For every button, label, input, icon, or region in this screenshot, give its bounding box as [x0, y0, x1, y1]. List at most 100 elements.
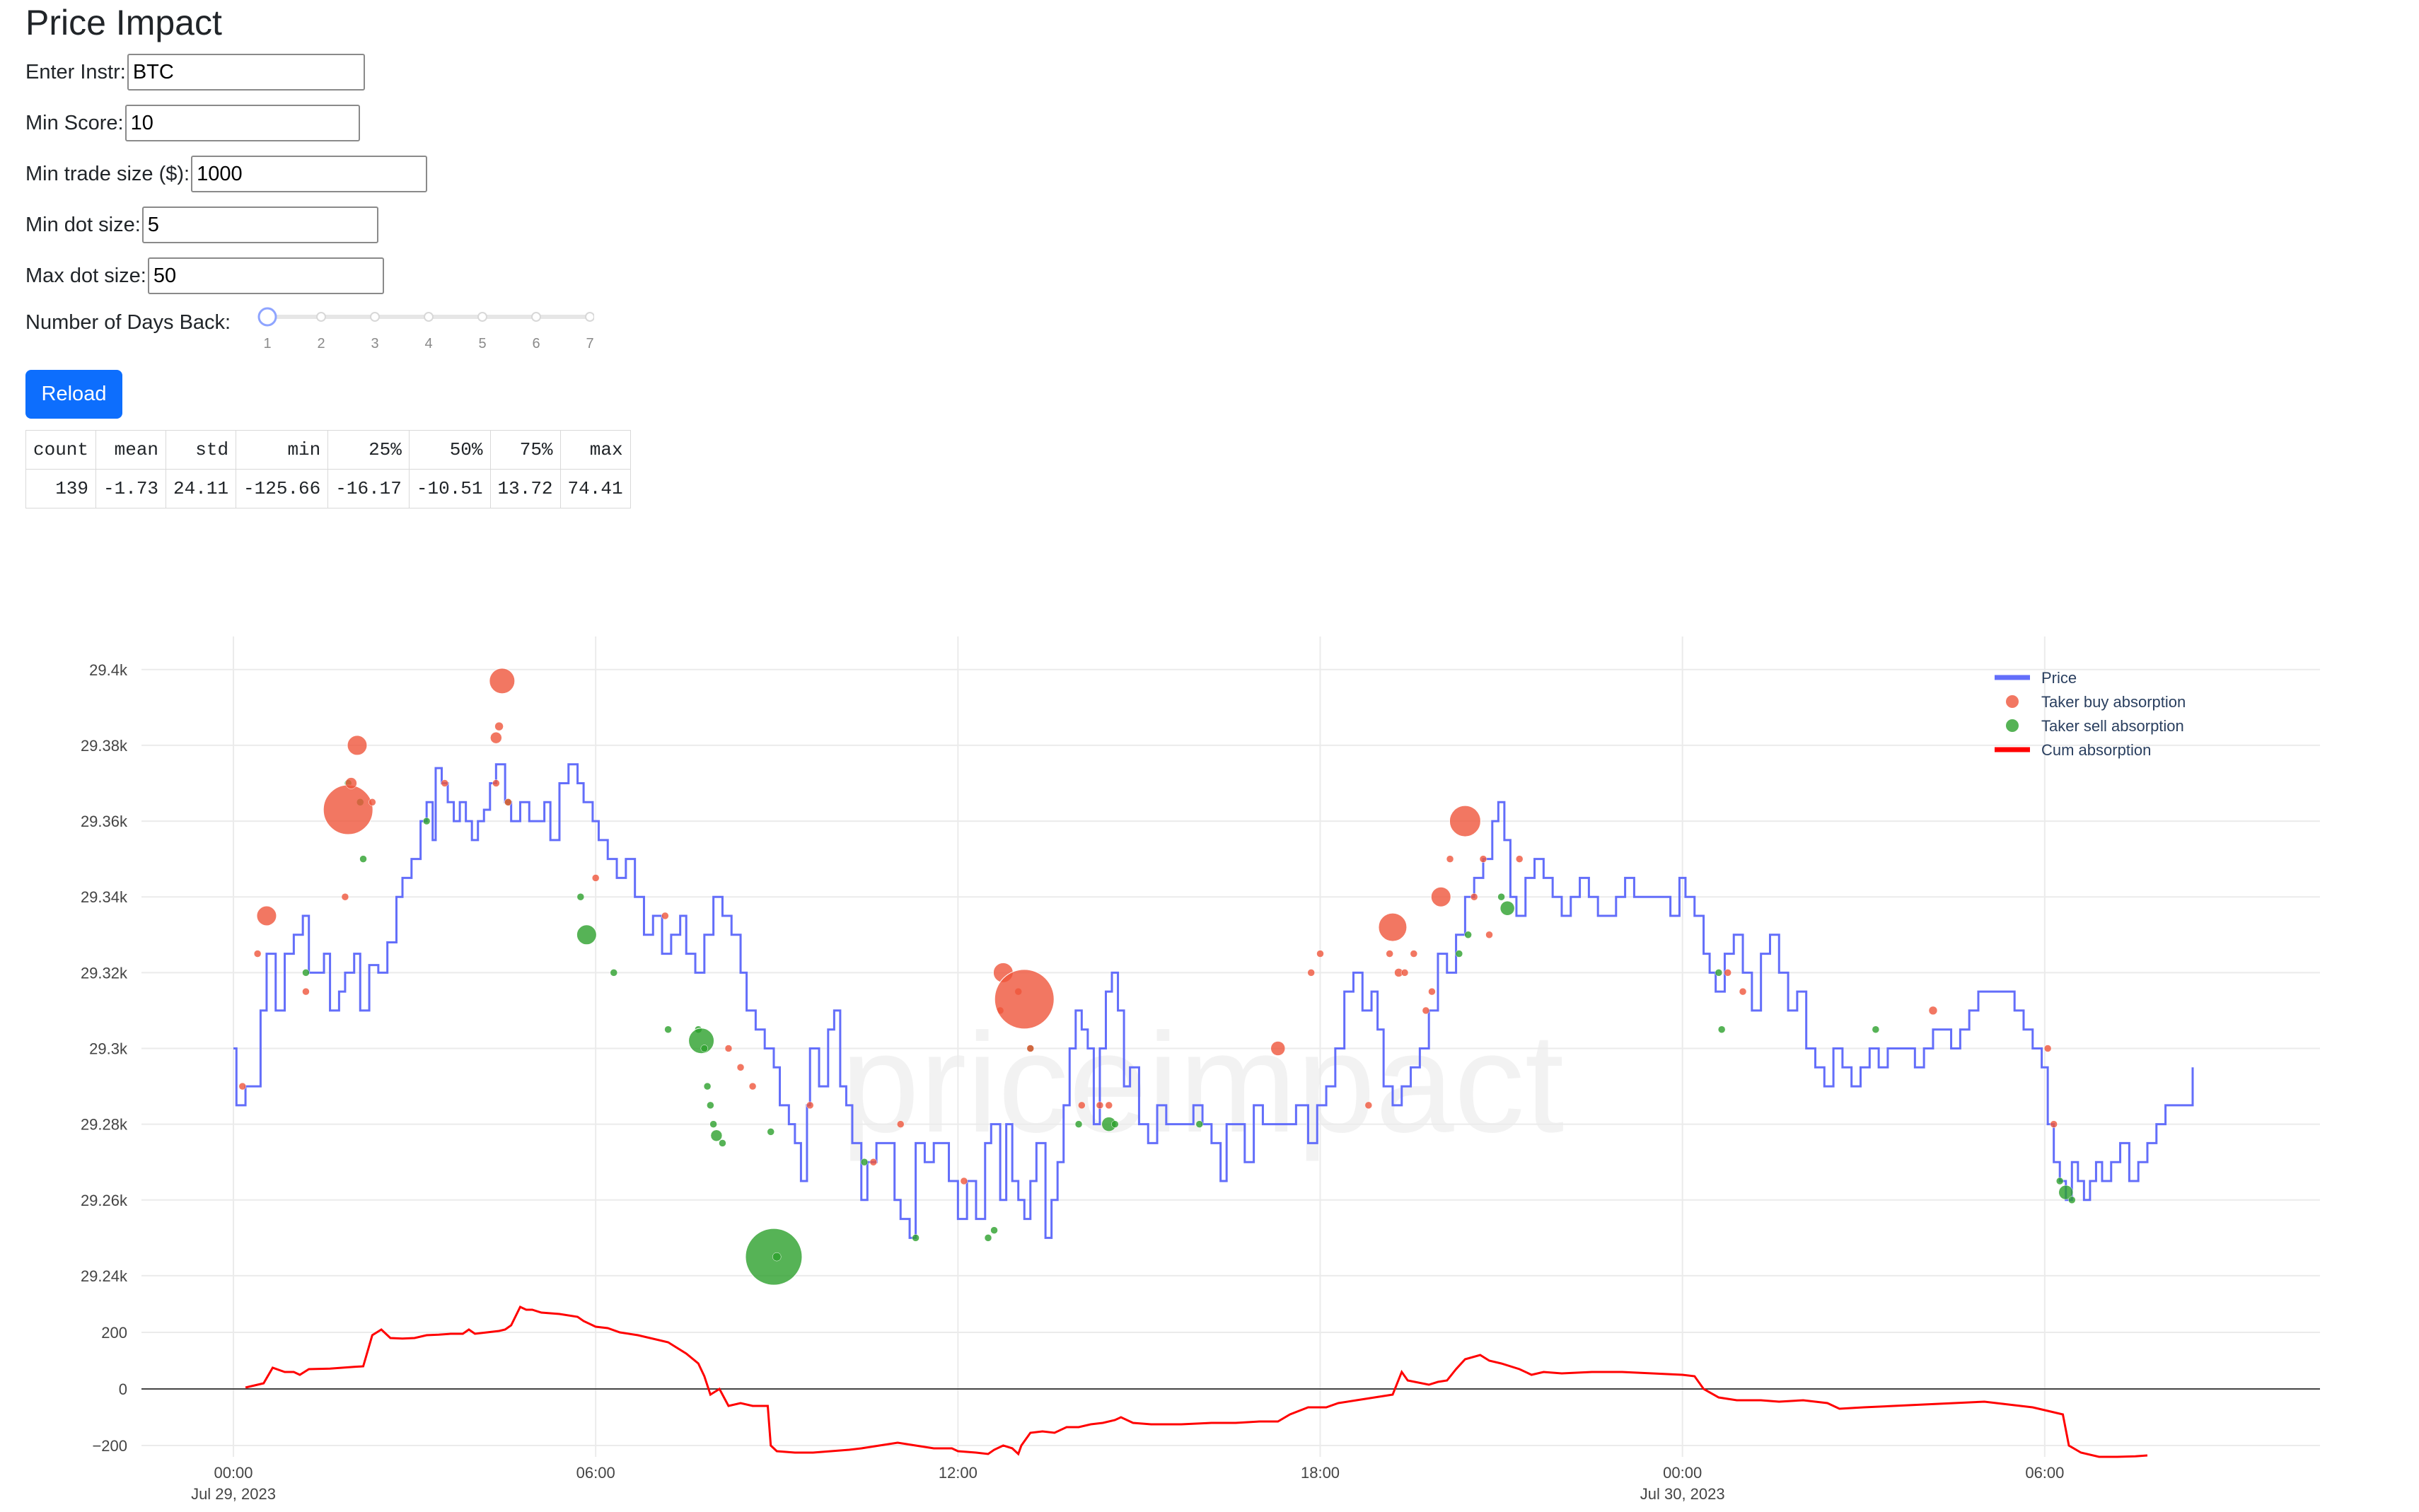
sell-absorption-marker[interactable] — [576, 892, 585, 901]
sell-absorption-marker[interactable] — [1455, 950, 1463, 958]
sell-absorption-marker[interactable] — [710, 1129, 723, 1141]
sell-absorption-marker[interactable] — [1717, 1025, 1726, 1033]
sell-absorption-marker[interactable] — [984, 1234, 992, 1242]
cum-absorption-line[interactable] — [245, 1305, 2148, 1458]
sell-absorption-marker[interactable] — [422, 817, 431, 825]
price-impact-chart[interactable]: priceimpact 00:00 Jul 29, 2023 06:00 12:00 18… — [0, 622, 2419, 1512]
sell-absorption-marker[interactable] — [1497, 892, 1505, 901]
days-back-slider[interactable]: 1 2 3 4 5 6 7 — [255, 304, 594, 354]
buy-absorption-marker[interactable] — [1078, 1101, 1086, 1110]
buy-absorption-marker[interactable] — [347, 735, 368, 756]
buy-absorption-marker[interactable] — [748, 1082, 757, 1091]
reload-button[interactable]: Reload — [25, 370, 122, 419]
price-line[interactable] — [233, 763, 2194, 1239]
buy-absorption-marker[interactable] — [960, 1177, 968, 1185]
buy-absorption-marker[interactable] — [341, 892, 349, 901]
sell-absorption-marker[interactable] — [703, 1082, 712, 1091]
buy-absorption-marker[interactable] — [504, 798, 512, 806]
buy-absorption-marker[interactable] — [1400, 969, 1409, 977]
buy-absorption-marker[interactable] — [1739, 987, 1747, 996]
sell-absorption-marker[interactable] — [576, 924, 597, 946]
buy-absorption-marker[interactable] — [1378, 912, 1408, 942]
buy-absorption-marker[interactable] — [302, 987, 310, 996]
buy-absorption-marker[interactable] — [994, 969, 1055, 1030]
slider-dot[interactable] — [424, 312, 434, 322]
sell-absorption-marker[interactable] — [1464, 931, 1472, 939]
buy-absorption-marker[interactable] — [492, 779, 500, 787]
sell-absorption-marker[interactable] — [709, 1120, 717, 1128]
legend-buy-label[interactable]: Taker buy absorption — [2041, 693, 2186, 711]
buy-absorption-marker[interactable] — [1428, 987, 1436, 996]
sell-absorption-marker[interactable] — [302, 969, 310, 977]
buy-absorption-marker[interactable] — [1449, 805, 1481, 837]
buy-absorption-marker[interactable] — [323, 784, 373, 835]
sell-absorption-marker[interactable] — [772, 1252, 782, 1262]
buy-absorption-marker[interactable] — [1485, 931, 1493, 939]
buy-absorption-marker[interactable] — [1724, 969, 1731, 977]
slider-dot[interactable] — [316, 312, 326, 322]
buy-absorption-marker[interactable] — [253, 950, 262, 958]
sell-absorption-marker[interactable] — [2058, 1185, 2073, 1200]
slider-dot[interactable] — [370, 312, 380, 322]
buy-absorption-marker[interactable] — [661, 912, 669, 920]
buy-absorption-marker[interactable] — [1422, 1006, 1430, 1015]
min-score-input[interactable] — [124, 105, 360, 141]
buy-absorption-marker[interactable] — [1470, 892, 1478, 901]
sell-absorption-marker[interactable] — [664, 1025, 672, 1033]
sell-absorption-marker[interactable] — [707, 1101, 714, 1110]
buy-absorption-marker[interactable] — [1430, 886, 1451, 907]
slider-dot[interactable] — [477, 312, 487, 322]
buy-absorption-marker[interactable] — [1515, 855, 1524, 863]
sell-absorption-marker[interactable] — [1872, 1025, 1880, 1033]
sell-absorption-marker[interactable] — [1715, 969, 1723, 977]
sell-absorption-marker[interactable] — [359, 855, 367, 863]
buy-absorption-marker[interactable] — [369, 798, 376, 806]
buy-absorption-marker[interactable] — [1446, 855, 1454, 863]
sell-absorption-marker[interactable] — [2055, 1177, 2064, 1185]
buy-absorption-marker[interactable] — [2050, 1120, 2058, 1128]
buy-absorption-marker[interactable] — [1105, 1101, 1113, 1110]
sell-absorption-marker[interactable] — [1074, 1120, 1083, 1128]
legend-price-label[interactable]: Price — [2041, 669, 2077, 687]
sell-absorption-marker[interactable] — [1111, 1120, 1119, 1128]
buy-absorption-marker[interactable] — [441, 779, 449, 787]
buy-absorption-marker[interactable] — [494, 721, 504, 731]
buy-absorption-marker[interactable] — [238, 1082, 247, 1091]
buy-absorption-marker[interactable] — [345, 777, 357, 789]
slider-handle[interactable] — [257, 307, 277, 327]
sell-absorption-marker[interactable] — [719, 1139, 726, 1147]
min-trade-size-input[interactable] — [191, 156, 428, 192]
buy-absorption-marker[interactable] — [1410, 950, 1418, 958]
buy-absorption-marker[interactable] — [1307, 969, 1315, 977]
buy-absorption-marker[interactable] — [591, 874, 600, 882]
sell-absorption-marker[interactable] — [1195, 1120, 1204, 1128]
sell-absorption-marker[interactable] — [610, 969, 618, 977]
buy-absorption-marker[interactable] — [897, 1120, 905, 1128]
buy-absorption-marker[interactable] — [1026, 1045, 1035, 1052]
buy-absorption-marker[interactable] — [1096, 1101, 1104, 1110]
legend-sell-label[interactable]: Taker sell absorption — [2041, 717, 2184, 735]
max-dot-size-input[interactable] — [147, 257, 384, 294]
sell-absorption-marker[interactable] — [990, 1226, 998, 1234]
sell-absorption-marker[interactable] — [700, 1045, 709, 1052]
slider-dot[interactable] — [585, 312, 594, 322]
sell-absorption-marker[interactable] — [860, 1158, 869, 1166]
min-dot-size-input[interactable] — [141, 207, 378, 243]
buy-absorption-marker[interactable] — [869, 1158, 878, 1166]
sell-absorption-marker[interactable] — [767, 1128, 775, 1136]
buy-absorption-marker[interactable] — [806, 1101, 814, 1110]
buy-absorption-marker[interactable] — [736, 1064, 745, 1071]
buy-absorption-marker[interactable] — [489, 668, 516, 694]
sell-absorption-marker[interactable] — [912, 1234, 920, 1242]
instr-input[interactable] — [127, 54, 365, 91]
buy-absorption-marker[interactable] — [1386, 950, 1393, 958]
buy-absorption-marker[interactable] — [1316, 950, 1324, 958]
sell-absorption-marker[interactable] — [2068, 1196, 2076, 1204]
sell-absorption-marker[interactable] — [1499, 901, 1515, 916]
buy-absorption-marker[interactable] — [1364, 1101, 1373, 1110]
buy-absorption-marker[interactable] — [256, 905, 277, 926]
buy-absorption-marker[interactable] — [1928, 1006, 1938, 1016]
buy-absorption-marker[interactable] — [2043, 1045, 2052, 1052]
buy-absorption-marker[interactable] — [1270, 1041, 1286, 1056]
buy-absorption-marker[interactable] — [724, 1045, 733, 1052]
